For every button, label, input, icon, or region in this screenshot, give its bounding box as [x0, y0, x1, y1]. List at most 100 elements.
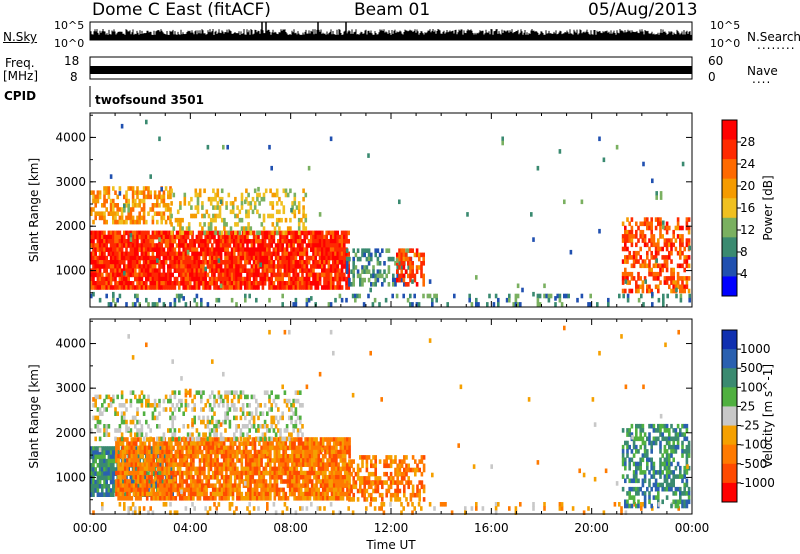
- data-cell: [332, 276, 335, 282]
- data-cell: [687, 276, 691, 281]
- data-cell: [255, 479, 259, 484]
- data-cell: [361, 265, 364, 270]
- data-cell: [268, 297, 271, 303]
- data-cell: [227, 192, 231, 198]
- data-cell: [101, 446, 104, 451]
- data-cell: [92, 463, 95, 468]
- data-cell: [321, 239, 324, 244]
- data-cell: [220, 462, 224, 467]
- data-cell: [376, 277, 380, 283]
- data-cell: [136, 281, 139, 286]
- data-cell: [189, 449, 193, 455]
- data-cell: [299, 276, 302, 282]
- data-cell: [120, 219, 124, 225]
- data-cell: [328, 475, 332, 480]
- data-cell: [114, 255, 117, 261]
- data-cell: [654, 255, 658, 260]
- data-cell: [222, 276, 225, 282]
- data-cell: [281, 247, 284, 252]
- data-cell: [297, 205, 301, 210]
- data-cell: [112, 450, 115, 455]
- data-cell: [195, 436, 199, 442]
- data-cell: [213, 276, 216, 282]
- data-cell: [270, 165, 273, 171]
- data-cell: [245, 209, 248, 215]
- data-cell: [348, 484, 351, 490]
- data-cell: [227, 483, 230, 488]
- data-cell: [94, 467, 97, 472]
- data-cell: [201, 201, 204, 206]
- data-cell: [114, 436, 117, 442]
- data-cell: [275, 437, 279, 442]
- data-cell: [260, 462, 263, 467]
- data-cell: [120, 239, 124, 244]
- data-cell: [661, 263, 664, 269]
- data-cell: [200, 272, 203, 278]
- data-cell: [252, 285, 256, 290]
- data-cell: [139, 454, 142, 459]
- data-cell: [407, 256, 410, 262]
- data-cell: [302, 475, 305, 480]
- data-cell: [326, 466, 329, 472]
- data-cell: [332, 479, 336, 484]
- data-cell: [264, 445, 268, 451]
- data-cell: [687, 242, 691, 248]
- data-cell: [598, 228, 601, 234]
- data-cell: [109, 255, 113, 261]
- data-cell: [149, 272, 152, 278]
- data-cell: [258, 230, 261, 236]
- data-cell: [156, 258, 159, 263]
- data-cell: [116, 251, 119, 257]
- data-cell: [301, 403, 304, 408]
- data-cell: [327, 243, 331, 248]
- data-cell: [158, 398, 161, 404]
- data-cell: [286, 475, 290, 480]
- data-cell: [116, 281, 119, 286]
- data-cell: [643, 238, 647, 243]
- data-cell: [644, 279, 647, 284]
- data-cell: [98, 230, 102, 236]
- data-cell: [398, 265, 401, 270]
- data-cell: [189, 454, 193, 459]
- data-cell: [621, 280, 625, 285]
- data-cell: [156, 436, 159, 442]
- data-cell: [332, 496, 336, 501]
- data-cell: [162, 255, 166, 261]
- data-cell: [651, 302, 654, 307]
- data-cell: [158, 297, 161, 303]
- data-cell: [233, 251, 236, 257]
- data-cell: [173, 407, 177, 412]
- data-cell: [406, 297, 410, 303]
- data-cell: [141, 483, 145, 488]
- data-cell: [418, 256, 421, 262]
- data-cell: [389, 471, 393, 477]
- data-cell: [173, 285, 177, 290]
- data-cell: [191, 398, 194, 404]
- data-cell: [94, 415, 97, 421]
- data-cell: [186, 234, 190, 240]
- data-cell: [538, 302, 542, 307]
- data-cell: [178, 239, 181, 244]
- data-cell: [293, 475, 296, 480]
- data-cell: [642, 161, 645, 167]
- data-cell: [268, 144, 271, 150]
- data-cell: [407, 273, 410, 279]
- data-cell: [288, 458, 292, 463]
- data-cell: [348, 277, 351, 283]
- data-cell: [646, 255, 649, 260]
- data-cell: [648, 271, 651, 277]
- data-cell: [125, 428, 128, 433]
- data-cell: [332, 230, 335, 236]
- data-cell: [346, 491, 349, 497]
- data-cell: [302, 479, 305, 484]
- data-cell: [163, 491, 167, 497]
- data-cell: [367, 455, 371, 460]
- data-cell: [299, 449, 303, 455]
- data-cell: [134, 487, 138, 493]
- data-cell: [195, 247, 199, 252]
- data-cell: [335, 437, 338, 442]
- data-cell: [422, 293, 425, 299]
- data-cell: [182, 272, 185, 278]
- data-cell: [103, 276, 106, 282]
- data-cell: [126, 470, 129, 476]
